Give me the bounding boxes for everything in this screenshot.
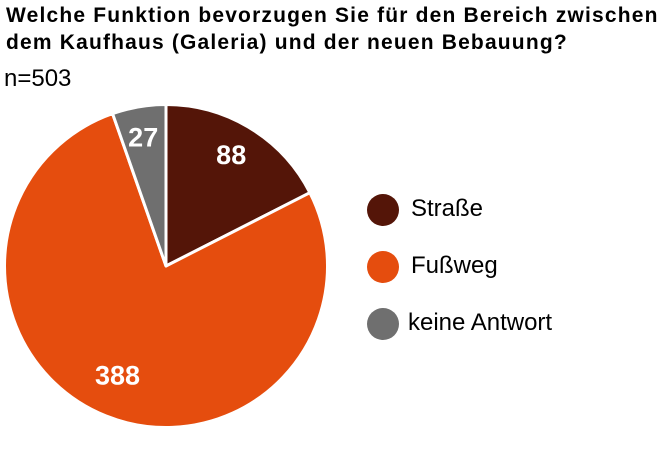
svg-text:27: 27 (128, 123, 158, 153)
svg-text:88: 88 (216, 140, 246, 170)
svg-text:388: 388 (95, 361, 140, 391)
